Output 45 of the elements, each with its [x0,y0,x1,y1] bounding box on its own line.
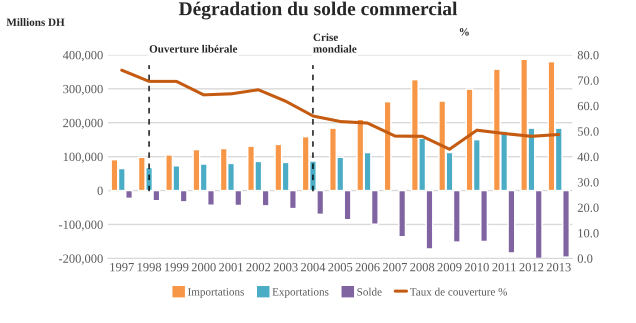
y2-axis-title: % [460,28,469,36]
y-tick-label: 100,000 [64,152,103,163]
x-tick-label: 2013 [546,262,571,272]
x-tick-label: 2002 [246,262,270,272]
x-tick-label: 2001 [219,262,243,272]
x-tick-label: 2009 [438,262,462,272]
y2-tick-label: 10.0 [578,228,599,238]
y-axis-title: Millions DH [6,18,65,26]
x-tick-label: 2005 [328,262,352,272]
legend-label: Taux de couverture % [410,288,508,296]
x-tick-label: 1999 [164,262,188,272]
y-tick-label: -100,000 [58,220,103,231]
x-tick-label: 1998 [138,262,162,272]
bar [384,101,392,192]
ref-line-label: Ouverture libérale [150,44,238,53]
x-tick-label: 2003 [274,262,298,272]
y-tick-label: 400,000 [62,50,103,62]
y2-tick-label: 40.0 [578,152,599,162]
ref-line-label: Crise mondiale [313,33,356,53]
x-tick-label: 2000 [192,262,216,272]
chart-title: Dégradation du solde commercial [178,2,458,20]
y2-tick-label: 70.0 [578,76,599,85]
y-tick-label: 0 [97,186,103,196]
legend-label: Solde [357,288,382,296]
y-tick-label: 200,000 [63,118,103,129]
y2-tick-label: 50.0 [578,127,599,136]
y2-tick-label: 30.0 [578,178,599,187]
y2-tick-label: 0.0 [578,254,592,263]
x-tick-label: 2011 [492,262,516,272]
x-tick-label: 1997 [110,262,134,272]
legend-label: Exportations [272,288,328,298]
y2-tick-label: 20.0 [578,204,599,212]
x-tick-label: 2006 [356,262,380,272]
x-tick-label: 2008 [410,262,434,272]
x-tick-label: 2004 [301,262,326,272]
y-tick-label: 300,000 [63,84,103,96]
line-series [120,68,560,151]
bar [398,190,406,238]
y-tick-label: -200,000 [58,254,103,265]
x-tick-label: 2010 [464,262,489,272]
x-tick-label: 2012 [519,262,544,272]
legend-label: Importations [188,288,244,298]
y2-tick-label: 60.0 [578,102,599,110]
y2-tick-label: 80.0 [578,50,599,60]
x-tick-label: 2007 [382,262,408,272]
